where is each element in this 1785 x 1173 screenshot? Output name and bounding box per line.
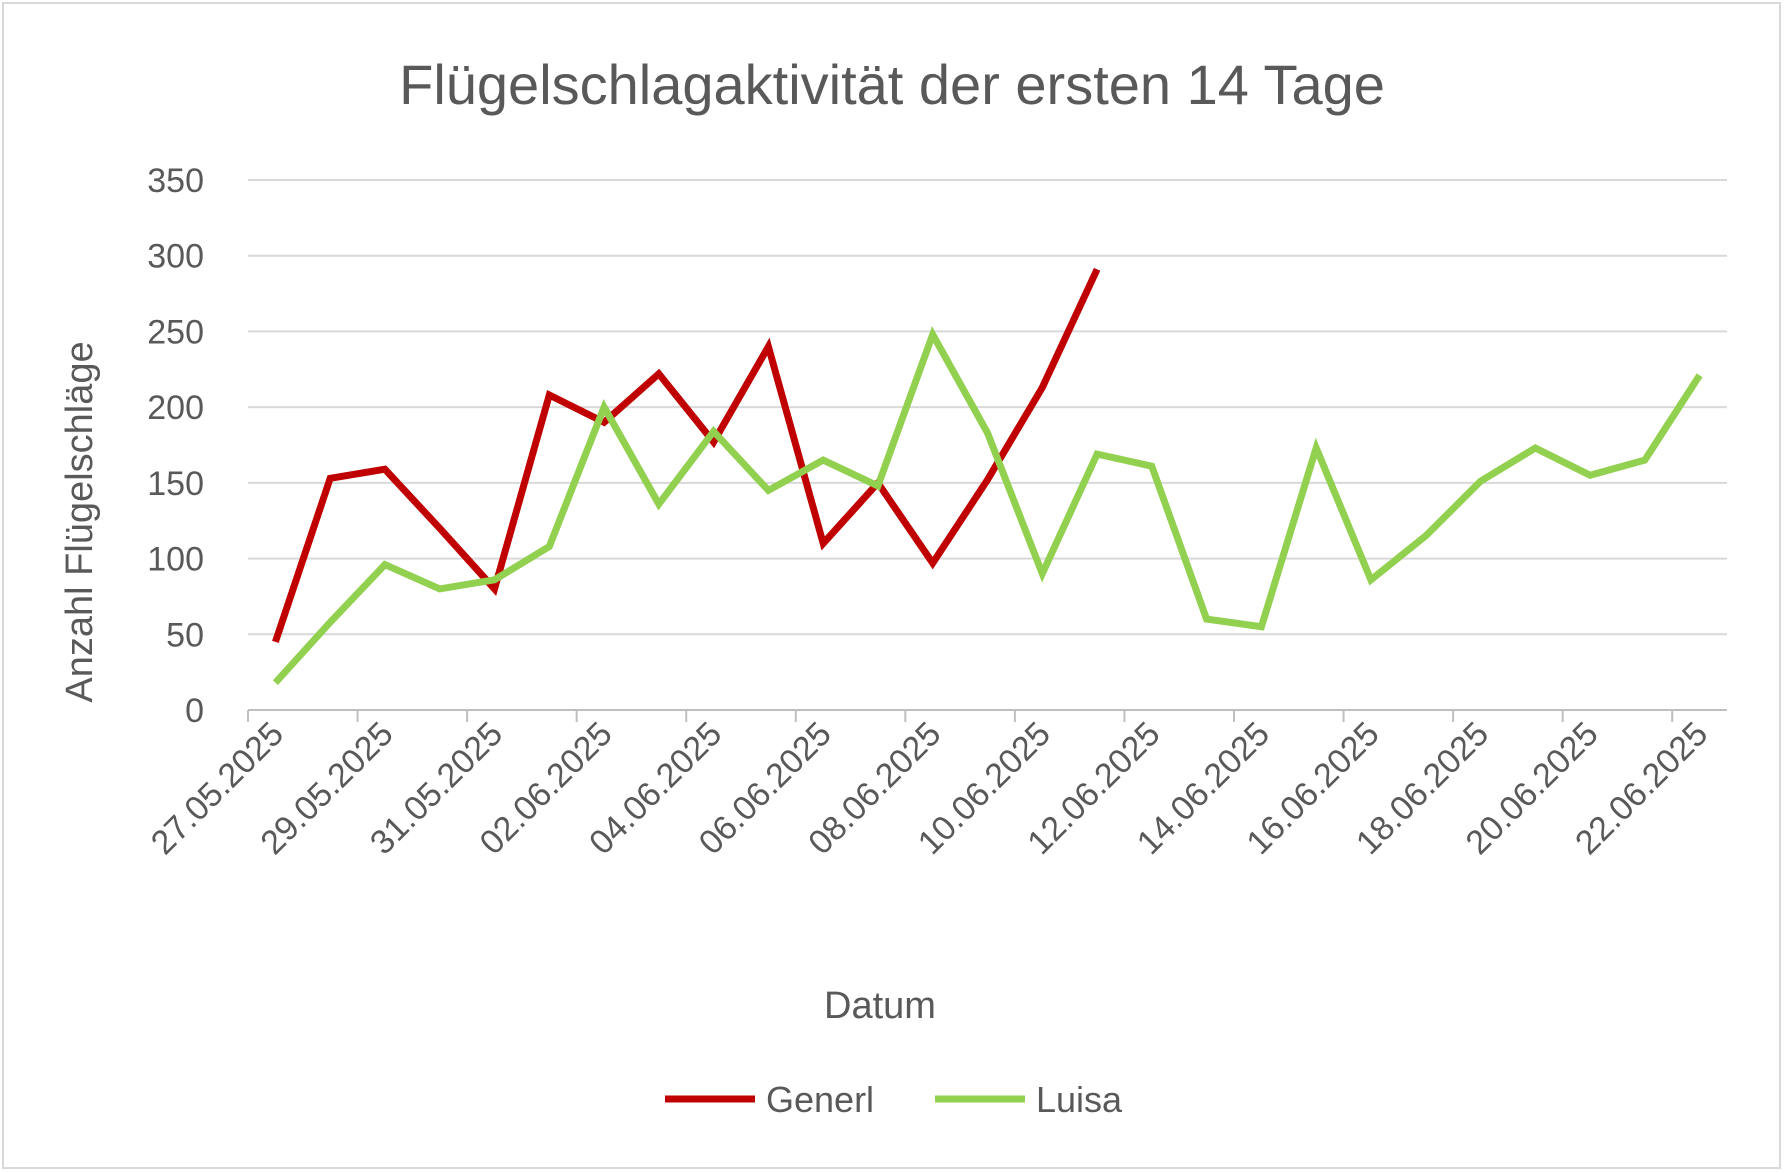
y-tick-label-200: 200 — [147, 389, 204, 427]
y-tick-label-50: 50 — [166, 616, 204, 654]
x-axis-title: Datum — [824, 985, 936, 1027]
y-tick-label-300: 300 — [147, 238, 204, 276]
y-tick-label-250: 250 — [147, 313, 204, 351]
y-axis-title: Anzahl Flügelschläge — [59, 341, 101, 702]
series-line-luisa — [272, 326, 1703, 686]
y-tick-label-0: 0 — [185, 692, 204, 730]
series-lines — [272, 267, 1703, 686]
y-tick-label-100: 100 — [147, 541, 204, 579]
gridlines — [248, 179, 1727, 636]
series-line-generl — [272, 267, 1101, 644]
y-tick-label-150: 150 — [147, 465, 204, 503]
chart-title: Flügelschlagaktivität der ersten 14 Tage — [399, 53, 1385, 116]
legend-label-luisa: Luisa — [1036, 1079, 1123, 1120]
x-axis: 27.05.202529.05.202531.05.202502.06.2025… — [144, 709, 1727, 862]
legend-label-generl: Generl — [766, 1079, 874, 1120]
y-tick-label-350: 350 — [147, 162, 204, 200]
legend: Generl Luisa — [665, 1079, 1123, 1120]
y-axis-ticks: 0 50 100 150 200 250 300 350 — [147, 162, 204, 730]
